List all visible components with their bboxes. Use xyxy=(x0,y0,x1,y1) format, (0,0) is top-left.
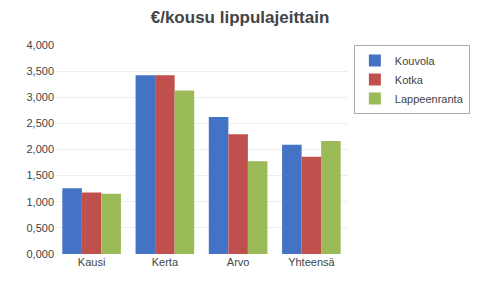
svg-text:1,000: 1,000 xyxy=(26,196,54,208)
svg-text:3,000: 3,000 xyxy=(26,91,54,103)
svg-text:Arvo: Arvo xyxy=(227,256,250,268)
svg-text:2,000: 2,000 xyxy=(26,143,54,155)
svg-text:€/kousu lippulajeittain: €/kousu lippulajeittain xyxy=(151,8,330,27)
svg-text:2,500: 2,500 xyxy=(26,117,54,129)
svg-text:4,000: 4,000 xyxy=(26,39,54,51)
svg-text:0,000: 0,000 xyxy=(26,248,54,260)
svg-text:3,500: 3,500 xyxy=(26,65,54,77)
svg-text:Yhteensä: Yhteensä xyxy=(288,256,335,268)
svg-text:Kausi: Kausi xyxy=(78,256,106,268)
svg-text:Kotka: Kotka xyxy=(395,74,424,86)
svg-text:Kerta: Kerta xyxy=(152,256,179,268)
svg-text:Lappeenranta: Lappeenranta xyxy=(395,93,464,105)
svg-text:Kouvola: Kouvola xyxy=(395,55,436,67)
svg-text:1,500: 1,500 xyxy=(26,169,54,181)
svg-text:0,500: 0,500 xyxy=(26,222,54,234)
